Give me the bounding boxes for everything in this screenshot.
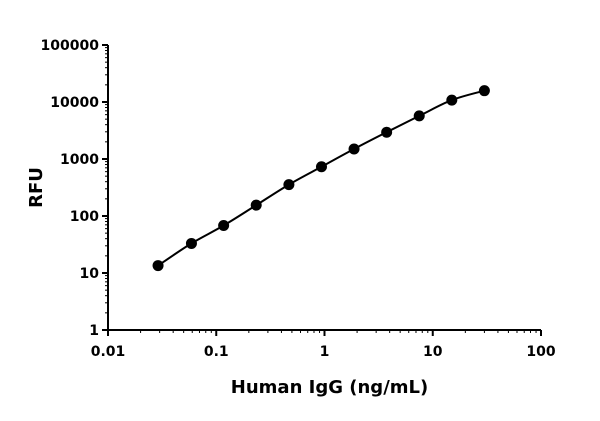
x-tick-label: 100 bbox=[526, 344, 555, 360]
x-tick-label: 0.01 bbox=[91, 344, 126, 360]
y-tick-label: 100 bbox=[70, 209, 99, 225]
data-point bbox=[478, 85, 490, 97]
x-tick-label: 1 bbox=[320, 344, 330, 360]
x-axis-title: Human IgG (ng/mL) bbox=[231, 377, 428, 398]
data-points bbox=[152, 85, 490, 272]
y-tick-label: 10000 bbox=[50, 95, 99, 111]
y-tick-label: 100000 bbox=[41, 38, 100, 54]
y-axis-title: RFU bbox=[26, 167, 47, 208]
y-tick-label: 1000 bbox=[60, 152, 99, 168]
data-point bbox=[185, 237, 197, 249]
y-axis-ticks: 1 10 100 1000 10000 100000 bbox=[41, 38, 108, 339]
data-point bbox=[283, 179, 295, 191]
data-point bbox=[250, 199, 262, 211]
x-axis-ticks: 0.01 0.1 1 10 100 bbox=[91, 330, 556, 360]
y-tick-label: 10 bbox=[80, 266, 100, 282]
data-point bbox=[446, 94, 458, 106]
x-tick-label: 0.1 bbox=[204, 344, 229, 360]
y-tick-label: 1 bbox=[89, 323, 99, 339]
data-point bbox=[413, 110, 425, 122]
data-point bbox=[348, 143, 360, 155]
data-point bbox=[218, 220, 230, 232]
fit-curve bbox=[157, 89, 485, 267]
x-tick-label: 10 bbox=[423, 344, 443, 360]
data-point bbox=[152, 260, 164, 272]
data-point bbox=[315, 161, 327, 173]
data-point bbox=[381, 126, 393, 138]
axes bbox=[107, 45, 541, 331]
